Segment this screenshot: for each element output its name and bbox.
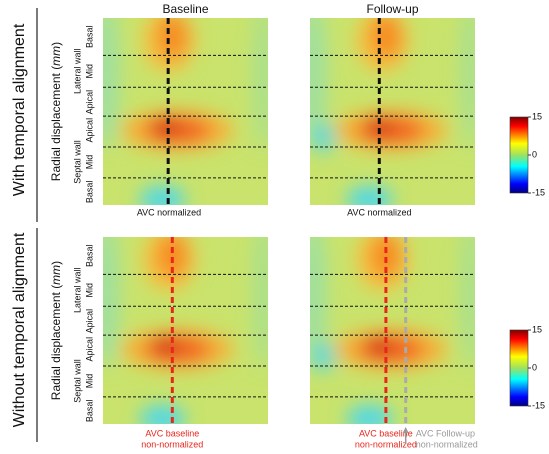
heat-blob <box>346 405 393 424</box>
colorbar <box>509 116 529 194</box>
y-axis-label-part: mm <box>49 46 63 66</box>
annotation: AVC baseline <box>145 428 199 438</box>
annotation: non-normalized <box>355 439 417 449</box>
heat-blob <box>460 237 475 368</box>
annotation: non-normalized <box>141 439 203 449</box>
colorbar-tick-label: 15 <box>532 324 542 334</box>
annotation: non-normalized <box>416 439 478 449</box>
column-title: Baseline <box>162 2 208 16</box>
wall-label: Septal wall <box>72 140 82 184</box>
y-axis-label: Radial displacement (mm) <box>49 261 63 400</box>
heatmap-blobs <box>103 237 268 424</box>
colorbar-tick-label: -15 <box>532 187 545 197</box>
heat-blob <box>253 18 268 149</box>
y-axis-label-part: ) <box>49 261 63 265</box>
segment-label: Basal <box>84 244 94 267</box>
wall-label: Lateral wall <box>72 268 82 314</box>
heat-blob <box>103 18 120 149</box>
y-axis-label-part: Radial displacement ( <box>49 66 63 181</box>
heat-blob <box>253 237 268 368</box>
heat-blob <box>366 336 393 355</box>
segment-label: Apical <box>84 118 94 143</box>
segment-label: Apical <box>84 90 94 115</box>
heat-blob <box>346 186 393 205</box>
annotation: AVC Follow-up <box>416 428 475 438</box>
segment-label: Basal <box>84 181 94 204</box>
heat-blob <box>152 117 179 136</box>
heat-blob <box>157 18 188 60</box>
segment-label: Mid <box>84 155 94 170</box>
wall-label: Septal wall <box>72 359 82 403</box>
segment-label: Basal <box>84 400 94 423</box>
row-label: Without temporal alignment <box>11 232 28 427</box>
heat-blob <box>139 405 186 424</box>
heatmap <box>103 18 268 205</box>
heat-blob <box>460 18 475 149</box>
y-axis-label-part: ) <box>49 42 63 46</box>
heat-blob <box>152 336 179 355</box>
heatmap <box>310 237 475 424</box>
y-axis-label-part: mm <box>49 265 63 285</box>
segment-label: Mid <box>84 283 94 298</box>
colorbar-tick-label: 15 <box>532 111 542 121</box>
heatmap-blobs <box>103 18 268 205</box>
colorbar-tick-label: 0 <box>532 362 537 372</box>
column-title: Follow-up <box>366 2 418 16</box>
segment-label: Apical <box>84 309 94 334</box>
heatmap <box>103 237 268 424</box>
row-label: With temporal alignment <box>11 23 28 196</box>
heatmap <box>310 18 475 205</box>
annotation: AVC baseline <box>359 428 413 438</box>
segment-label: Mid <box>84 374 94 389</box>
arrow-head <box>402 427 409 433</box>
wall-label: Lateral wall <box>72 49 82 95</box>
colorbar <box>509 329 529 407</box>
segment-label: Mid <box>84 64 94 79</box>
annotation: AVC normalized <box>347 207 411 217</box>
heat-blob <box>103 237 120 368</box>
heat-blob <box>311 341 335 372</box>
y-axis-label-part: Radial displacement ( <box>49 285 63 400</box>
annotation: AVC normalized <box>137 207 201 217</box>
segment-label: Apical <box>84 337 94 362</box>
heat-blob <box>371 18 401 60</box>
colorbar-tick-label: 0 <box>532 149 537 159</box>
heat-blob <box>139 186 186 205</box>
heat-blob <box>366 117 393 136</box>
y-axis-label: Radial displacement (mm) <box>49 42 63 181</box>
colorbar-tick-label: -15 <box>532 400 545 410</box>
segment-label: Basal <box>84 25 94 48</box>
heat-blob <box>311 122 335 153</box>
